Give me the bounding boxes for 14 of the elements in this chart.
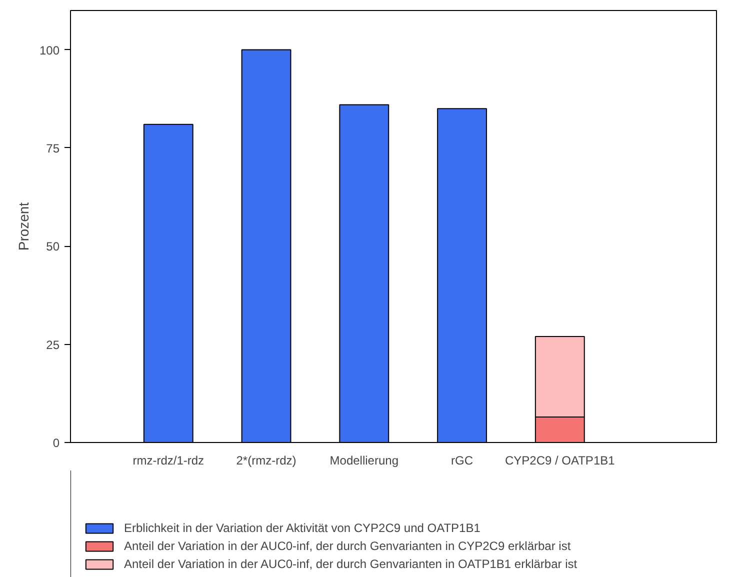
legend-label: Anteil der Variation in der AUC0-inf, der durch Genvarianten in OATP1B1 erklärbar ist: [124, 557, 578, 571]
y-tick-label: 75: [46, 141, 60, 156]
legend-label: Erblichkeit in der Variation der Aktivität von CYP2C9 und OATP1B1: [124, 521, 480, 535]
x-tick-label: 2*(rmz-rdz): [236, 454, 296, 468]
y-tick-label: 25: [46, 338, 60, 352]
y-tick-label: 0: [52, 436, 60, 450]
x-tick-label: CYP2C9 / OATP1B1: [504, 454, 616, 468]
x-tick-label: rmz-rdz/1-rdz: [132, 454, 204, 468]
legend-label: Anteil der Variation in der AUC0-inf, der durch Genvarianten in CYP2C9 erklärbar ist: [124, 539, 571, 553]
x-tick-label: rGC: [451, 454, 474, 468]
y-axis-title: Prozent: [15, 202, 32, 251]
y-tick-label: 50: [46, 240, 60, 254]
x-tick-label: Modellierung: [330, 454, 398, 468]
y-tick-label: 100: [39, 43, 60, 58]
